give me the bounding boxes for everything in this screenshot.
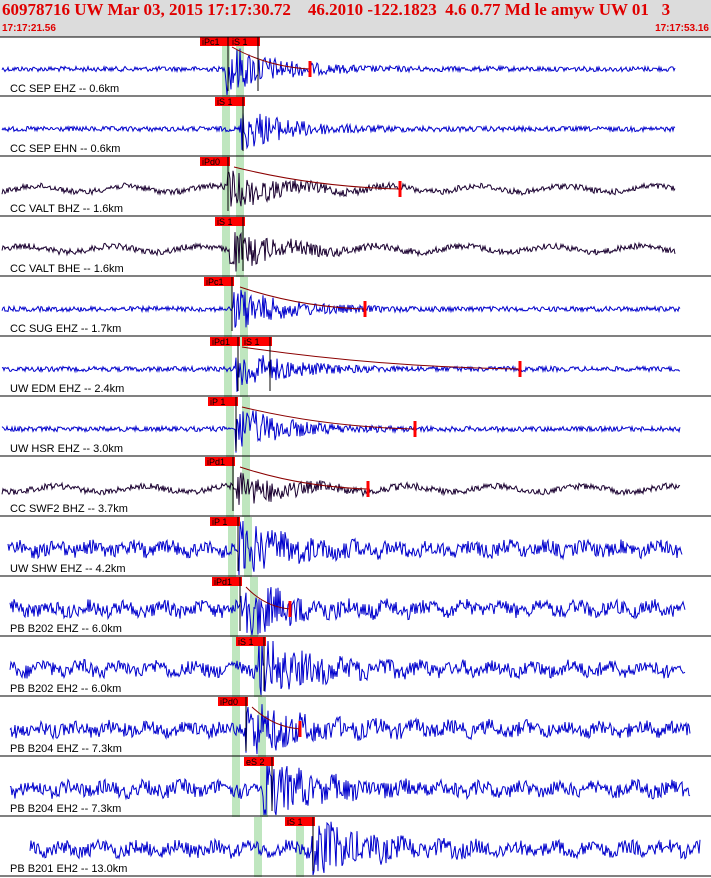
channel-label: PB B204 EHZ -- 7.3km <box>10 743 122 755</box>
phase-pick-label: eS 2 <box>246 757 265 767</box>
phase-pick-label: iP 1 <box>210 397 225 407</box>
phase-pick-flag[interactable] <box>212 577 242 586</box>
seismic-trace <box>1 289 681 328</box>
coda-decay-curve <box>233 166 401 190</box>
coda-end-marker[interactable] <box>308 61 312 77</box>
phase-pick-flag[interactable] <box>218 697 248 706</box>
seismic-trace <box>1 355 681 392</box>
channel-label: CC SEP EHZ -- 0.6km <box>10 83 119 95</box>
seismic-trace <box>1 232 676 272</box>
seismic-trace <box>9 760 691 816</box>
coda-end-marker[interactable] <box>398 181 402 197</box>
channel-label: PB B202 EHZ -- 6.0km <box>10 623 122 635</box>
s-phase-band <box>260 757 268 817</box>
s-phase-band <box>250 577 258 637</box>
s-phase-band <box>242 457 250 517</box>
phase-pick-flag[interactable] <box>230 37 260 46</box>
phase-pick-label: iPd1 <box>212 337 230 347</box>
p-phase-band <box>224 277 232 337</box>
phase-pick-flag[interactable] <box>215 217 245 226</box>
p-phase-band <box>222 97 230 157</box>
channel-label: PB B201 EH2 -- 13.0km <box>10 863 127 875</box>
phase-pick-label: iS 1 <box>238 637 254 647</box>
phase-pick-flag[interactable] <box>210 517 240 526</box>
phase-pick-label: iS 1 <box>232 37 248 47</box>
phase-pick-flag[interactable] <box>204 277 234 286</box>
coda-decay-curve <box>239 466 369 490</box>
phase-pick-flag[interactable] <box>208 397 238 406</box>
coda-end-marker[interactable] <box>413 421 417 437</box>
p-phase-band <box>222 157 230 217</box>
phase-pick-label: iP 1 <box>212 517 227 527</box>
coda-end-marker[interactable] <box>363 301 367 317</box>
seismic-trace <box>1 112 676 150</box>
coda-decay-curve <box>241 406 416 430</box>
phase-pick-flag[interactable] <box>200 37 230 46</box>
channel-label: CC VALT BHE -- 1.6km <box>10 263 124 275</box>
coda-decay-curve <box>239 286 366 310</box>
phase-pick-flag[interactable] <box>215 97 245 106</box>
coda-end-marker[interactable] <box>366 481 370 497</box>
phase-pick-label: iS 1 <box>287 817 303 827</box>
seismic-trace <box>9 587 686 636</box>
phase-pick-label: iPc1 <box>202 37 220 47</box>
event-title: 60978716 UW Mar 03, 2015 17:17:30.72 46.… <box>2 0 671 19</box>
channel-label: PB B202 EH2 -- 6.0km <box>10 683 121 695</box>
start-time: 17:17:21.56 <box>2 23 56 34</box>
phase-pick-flag[interactable] <box>236 637 266 646</box>
channel-label: UW HSR EHZ -- 3.0km <box>10 443 123 455</box>
coda-end-marker[interactable] <box>288 601 292 617</box>
phase-pick-flag[interactable] <box>285 817 315 826</box>
coda-decay-curve <box>241 346 521 370</box>
seismic-trace <box>9 640 686 696</box>
phase-pick-flag[interactable] <box>244 757 274 766</box>
seismic-trace <box>1 170 676 207</box>
coda-end-marker[interactable] <box>298 721 302 737</box>
header-bar <box>0 0 711 37</box>
phase-pick-flag[interactable] <box>205 457 235 466</box>
phase-pick-label: iPc1 <box>206 277 224 287</box>
coda-decay-curve <box>251 706 301 730</box>
phase-pick-label: iPd0 <box>202 157 220 167</box>
channel-label: CC SWF2 BHZ -- 3.7km <box>10 503 128 515</box>
channel-label: CC VALT BHZ -- 1.6km <box>10 203 123 215</box>
phase-pick-label: iS 1 <box>217 217 233 227</box>
seismic-trace <box>9 704 691 755</box>
p-phase-band <box>232 697 240 757</box>
phase-pick-flag[interactable] <box>200 157 230 166</box>
s-phase-band <box>296 817 304 877</box>
channel-label: UW EDM EHZ -- 2.4km <box>10 383 124 395</box>
s-phase-band <box>258 697 266 757</box>
channel-label: CC SEP EHN -- 0.6km <box>10 143 120 155</box>
phase-pick-label: iS 1 <box>217 97 233 107</box>
p-phase-band <box>230 577 238 637</box>
seismic-trace <box>1 410 681 453</box>
phase-pick-label: iPd1 <box>214 577 232 587</box>
channel-label: UW SHW EHZ -- 4.2km <box>10 563 126 575</box>
seismic-trace <box>1 472 681 505</box>
coda-end-marker[interactable] <box>518 361 522 377</box>
s-phase-band <box>236 37 244 97</box>
coda-decay-curve <box>245 586 291 610</box>
end-time: 17:17:53.16 <box>655 23 709 34</box>
phase-pick-label: iS 1 <box>244 337 260 347</box>
phase-pick-label: iPd1 <box>207 457 225 467</box>
seismic-trace <box>1 48 676 96</box>
channel-label: CC SUG EHZ -- 1.7km <box>10 323 121 335</box>
channel-label: PB B204 EH2 -- 7.3km <box>10 803 121 815</box>
seismic-trace <box>29 821 701 876</box>
phase-pick-label: iPd0 <box>220 697 238 707</box>
p-phase-band <box>224 337 232 397</box>
p-phase-band <box>222 37 230 97</box>
coda-decay-curve <box>231 46 311 70</box>
p-phase-band <box>226 397 234 457</box>
phase-pick-flag[interactable] <box>210 337 240 346</box>
phase-pick-flag[interactable] <box>242 337 272 346</box>
seismic-trace <box>7 520 683 576</box>
